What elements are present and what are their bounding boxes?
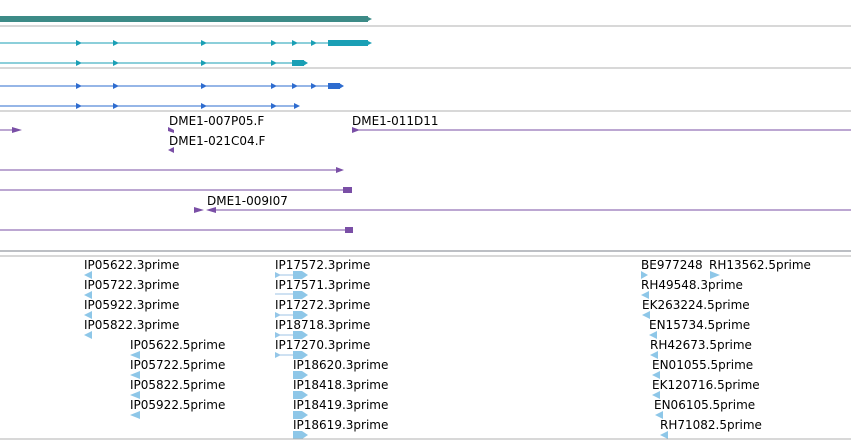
est-feature[interactable] bbox=[130, 411, 140, 419]
transcript-4[interactable] bbox=[0, 103, 300, 109]
clone-label[interactable]: DME1-021C04.F bbox=[169, 134, 266, 148]
est-feature[interactable] bbox=[84, 271, 92, 279]
est-feature[interactable] bbox=[641, 291, 649, 299]
est-feature[interactable] bbox=[130, 391, 140, 399]
est-label[interactable]: IP05822.5prime bbox=[130, 378, 226, 392]
est-label[interactable]: IP05722.5prime bbox=[130, 358, 226, 372]
exon bbox=[328, 83, 340, 89]
est-feature[interactable] bbox=[275, 331, 308, 339]
est-label[interactable]: IP05622.5prime bbox=[130, 338, 226, 352]
est-label[interactable]: RH49548.3prime bbox=[641, 278, 743, 292]
est-label[interactable]: EK120716.5prime bbox=[652, 378, 760, 392]
clone-feature[interactable] bbox=[0, 187, 352, 193]
clone-label[interactable]: DME1-011D11 bbox=[352, 114, 439, 128]
est-feature[interactable] bbox=[275, 311, 308, 319]
exon bbox=[328, 40, 368, 46]
clone-track bbox=[0, 127, 851, 233]
clone-feature[interactable] bbox=[168, 127, 174, 133]
est-label[interactable]: BE977248 bbox=[641, 258, 703, 272]
gene-bar-arrowhead bbox=[366, 16, 372, 22]
est-label[interactable]: IP17270.3prime bbox=[275, 338, 371, 352]
exon bbox=[292, 60, 304, 66]
clone-feature[interactable] bbox=[194, 207, 851, 213]
est-feature[interactable] bbox=[84, 311, 92, 319]
clone-feature[interactable] bbox=[352, 127, 851, 133]
est-label[interactable]: RH71082.5prime bbox=[660, 418, 762, 432]
est-label[interactable]: RH13562.5prime bbox=[709, 258, 811, 272]
gene-track[interactable] bbox=[0, 16, 372, 22]
est-feature[interactable] bbox=[655, 411, 663, 419]
est-feature[interactable] bbox=[293, 431, 308, 439]
est-feature[interactable] bbox=[652, 391, 660, 399]
est-label[interactable]: EN15734.5prime bbox=[649, 318, 751, 332]
transcript-2[interactable] bbox=[0, 60, 308, 66]
est-feature[interactable] bbox=[275, 351, 308, 359]
gene-bar bbox=[0, 16, 368, 22]
est-label[interactable]: IP17571.3prime bbox=[275, 278, 371, 292]
transcript-3[interactable] bbox=[0, 83, 344, 89]
est-label[interactable]: RH42673.5prime bbox=[650, 338, 752, 352]
est-feature[interactable] bbox=[710, 271, 720, 279]
est-feature[interactable] bbox=[652, 371, 660, 379]
est-label[interactable]: IP05622.3prime bbox=[84, 258, 180, 272]
est-label[interactable]: IP05822.3prime bbox=[84, 318, 180, 332]
est-track bbox=[84, 271, 720, 439]
est-feature[interactable] bbox=[642, 311, 650, 319]
est-feature[interactable] bbox=[660, 431, 668, 439]
est-label[interactable]: EN01055.5prime bbox=[652, 358, 754, 372]
clone-feature[interactable] bbox=[0, 227, 353, 233]
est-feature[interactable] bbox=[275, 271, 308, 279]
est-feature[interactable] bbox=[649, 331, 657, 339]
est-label[interactable]: IP05922.3prime bbox=[84, 298, 180, 312]
est-label[interactable]: IP18718.3prime bbox=[275, 318, 371, 332]
est-label[interactable]: IP18620.3prime bbox=[293, 358, 389, 372]
est-feature[interactable] bbox=[130, 371, 140, 379]
transcript-1[interactable] bbox=[0, 40, 372, 46]
est-feature[interactable] bbox=[84, 331, 92, 339]
est-label[interactable]: IP05922.5prime bbox=[130, 398, 226, 412]
clone-label[interactable]: DME1-009I07 bbox=[207, 194, 288, 208]
est-label[interactable]: IP05722.3prime bbox=[84, 278, 180, 292]
clone-feature[interactable] bbox=[0, 167, 344, 173]
est-label[interactable]: IP18419.3prime bbox=[293, 398, 389, 412]
est-label[interactable]: IP18619.3prime bbox=[293, 418, 389, 432]
est-feature[interactable] bbox=[293, 411, 308, 419]
est-label[interactable]: EN06105.5prime bbox=[654, 398, 756, 412]
clone-feature[interactable] bbox=[168, 147, 174, 153]
est-label[interactable]: EK263224.5prime bbox=[642, 298, 750, 312]
clone-feature[interactable] bbox=[0, 127, 22, 133]
est-label[interactable]: IP18418.3prime bbox=[293, 378, 389, 392]
clone-label[interactable]: DME1-007P05.F bbox=[169, 114, 265, 128]
est-label[interactable]: IP17572.3prime bbox=[275, 258, 371, 272]
est-feature[interactable] bbox=[84, 291, 92, 299]
est-feature[interactable] bbox=[275, 291, 308, 299]
est-feature[interactable] bbox=[650, 351, 658, 359]
est-feature[interactable] bbox=[293, 371, 308, 379]
est-feature[interactable] bbox=[293, 391, 308, 399]
est-feature[interactable] bbox=[130, 351, 140, 359]
est-feature[interactable] bbox=[641, 271, 648, 279]
est-label[interactable]: IP17272.3prime bbox=[275, 298, 371, 312]
